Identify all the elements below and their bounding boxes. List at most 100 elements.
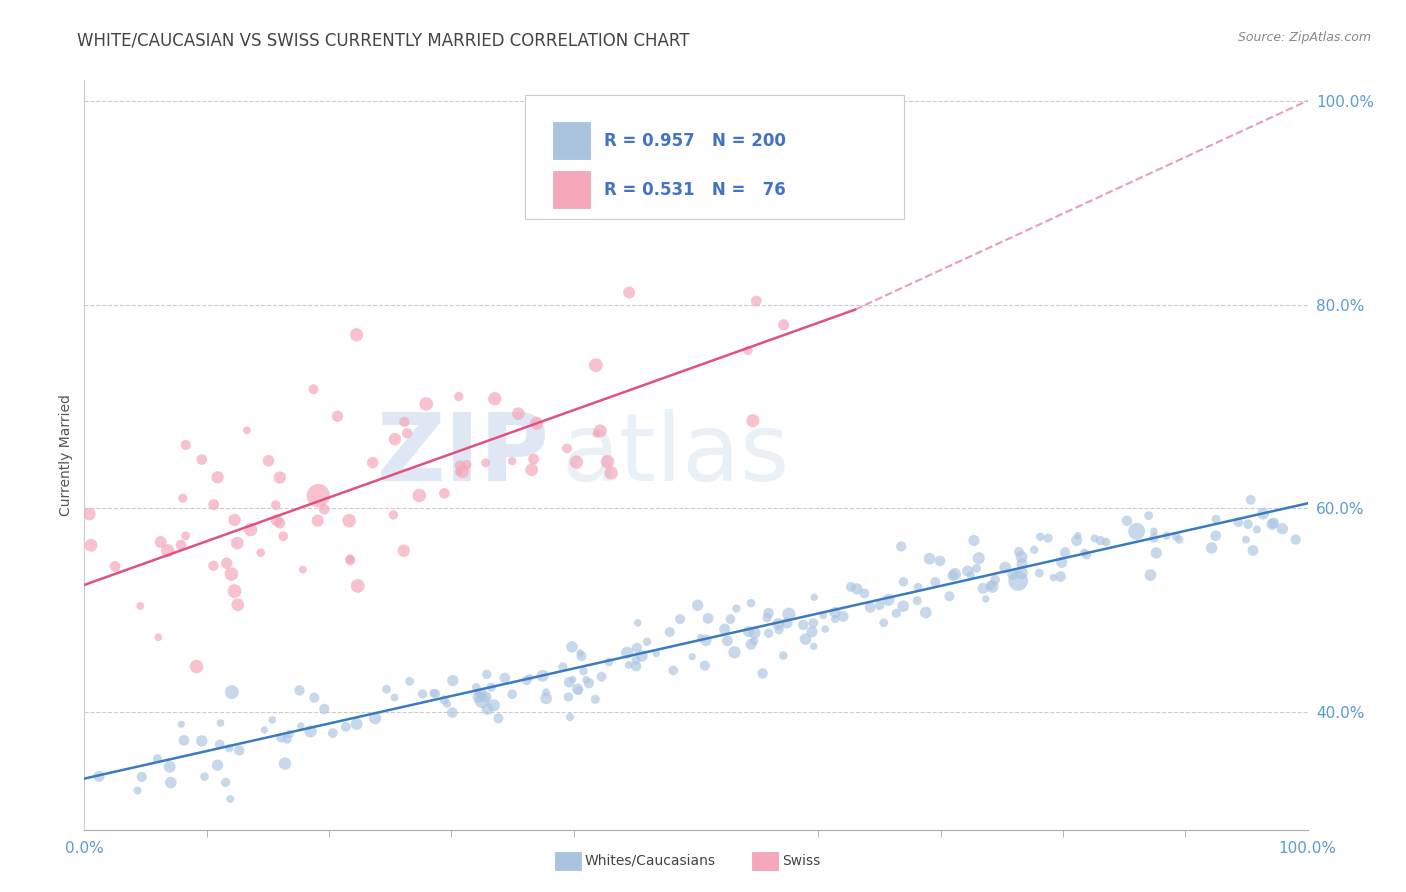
Point	[314, 502, 336, 516]
Point	[662, 664, 685, 678]
Point	[226, 536, 249, 550]
Point	[484, 392, 506, 406]
Point	[288, 683, 311, 698]
Point	[1011, 549, 1033, 564]
Point	[974, 591, 997, 606]
Point	[624, 659, 647, 673]
Point	[412, 687, 434, 701]
Point	[596, 455, 619, 469]
Point	[173, 733, 195, 747]
Point	[80, 538, 103, 552]
Point	[364, 711, 387, 725]
Point	[578, 676, 600, 690]
Point	[361, 456, 384, 470]
Point	[741, 414, 763, 428]
Point	[1029, 530, 1052, 544]
Point	[1073, 545, 1095, 559]
Point	[470, 686, 492, 700]
Point	[146, 752, 169, 766]
Point	[477, 702, 499, 716]
Point	[266, 513, 288, 527]
Point	[208, 737, 231, 751]
Point	[716, 633, 738, 648]
Point	[1024, 542, 1046, 557]
Point	[942, 568, 965, 582]
Point	[422, 686, 444, 700]
Point	[253, 723, 276, 737]
Point	[481, 680, 503, 694]
Point	[475, 667, 498, 681]
Point	[772, 318, 794, 332]
Point	[794, 632, 817, 647]
Point	[339, 551, 361, 566]
Point	[226, 598, 249, 612]
Point	[392, 543, 415, 558]
Point	[221, 567, 243, 582]
Point	[207, 758, 229, 772]
Point	[558, 710, 581, 724]
Point	[482, 698, 505, 713]
Point	[803, 640, 825, 654]
Point	[1067, 529, 1090, 543]
Point	[766, 617, 789, 632]
Point	[1241, 543, 1264, 558]
Point	[262, 713, 284, 727]
Point	[713, 622, 735, 636]
Point	[567, 682, 589, 697]
Point	[433, 486, 456, 500]
Point	[291, 563, 314, 577]
Point	[907, 580, 929, 594]
Point	[526, 417, 548, 431]
Point	[669, 612, 692, 626]
Point	[441, 706, 464, 720]
Point	[569, 646, 592, 660]
Point	[924, 574, 946, 589]
Point	[1164, 529, 1187, 543]
Point	[740, 596, 762, 610]
Point	[561, 640, 583, 654]
Text: Whites/Caucasians: Whites/Caucasians	[585, 854, 716, 868]
Point	[1125, 524, 1147, 539]
Point	[447, 390, 470, 404]
Point	[269, 516, 291, 531]
Point	[654, 192, 676, 206]
Point	[1076, 548, 1098, 562]
Point	[415, 397, 437, 411]
Y-axis label: Currently Married: Currently Married	[59, 394, 73, 516]
Point	[697, 611, 720, 625]
Point	[172, 491, 194, 506]
Point	[346, 717, 368, 731]
Point	[209, 715, 232, 730]
Point	[1168, 533, 1191, 547]
Point	[558, 675, 581, 690]
Point	[1028, 566, 1050, 581]
Point	[1144, 546, 1167, 560]
Point	[104, 559, 127, 574]
Point	[725, 601, 748, 615]
FancyBboxPatch shape	[553, 171, 589, 209]
Point	[695, 633, 717, 648]
Point	[565, 455, 588, 469]
Point	[494, 671, 516, 685]
Point	[1011, 557, 1033, 571]
Point	[994, 560, 1017, 574]
Point	[801, 616, 824, 631]
Point	[768, 623, 790, 637]
Point	[742, 634, 765, 648]
Point	[156, 543, 179, 558]
Point	[239, 523, 262, 537]
Point	[984, 573, 1007, 587]
Point	[557, 690, 579, 704]
Point	[1083, 532, 1105, 546]
Point	[869, 599, 891, 613]
Point	[269, 470, 291, 484]
Point	[131, 770, 153, 784]
Point	[686, 599, 709, 613]
Point	[519, 671, 541, 685]
Point	[938, 589, 960, 603]
Point	[467, 690, 489, 704]
Point	[803, 591, 825, 605]
Point	[1271, 522, 1294, 536]
Point	[571, 649, 593, 664]
Point	[776, 615, 799, 630]
